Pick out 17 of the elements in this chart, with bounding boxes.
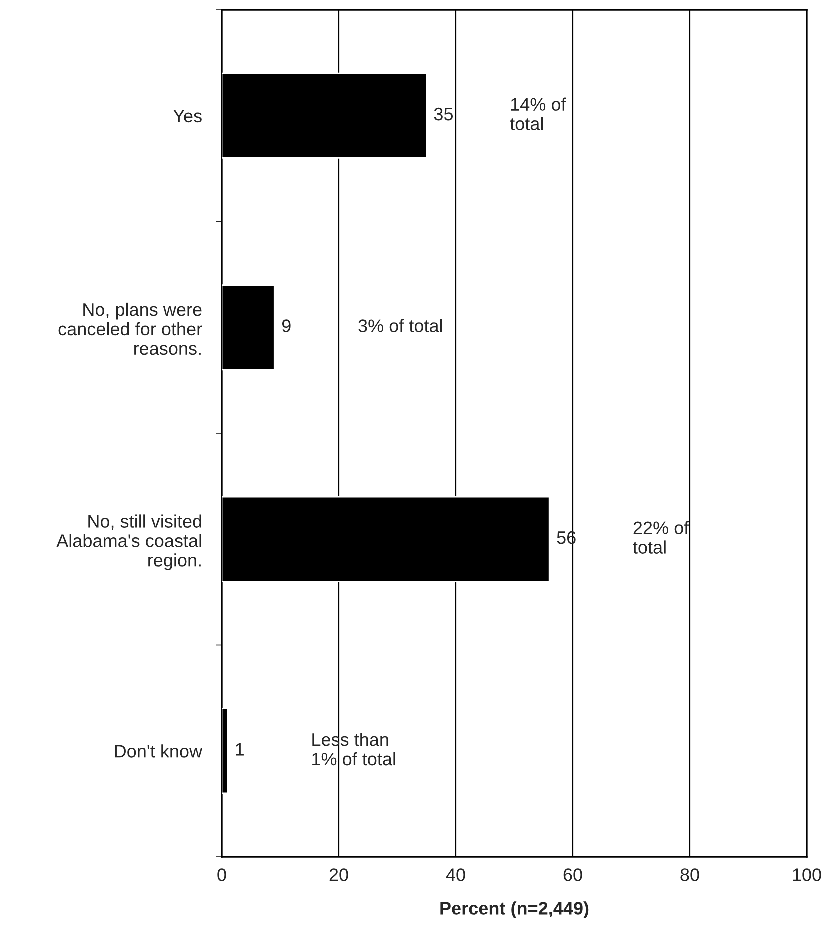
annotation: 3% of total: [358, 319, 442, 332]
data-label: 35: [434, 108, 454, 121]
y-tick-label: No, still visited Alabama's coastal region.: [56, 514, 202, 570]
y-tick-label: No, plans were canceled for other reasons.: [58, 302, 202, 356]
x-tick-label: 60: [564, 868, 582, 882]
y-tick-label: Don't know: [115, 744, 203, 758]
x-tick-label: 100: [793, 868, 822, 882]
x-tick-label: 40: [446, 868, 466, 882]
annotation: 22% of total: [633, 521, 690, 554]
x-tick-label: 20: [330, 868, 348, 882]
data-label: 9: [282, 320, 291, 332]
x-tick-label: 80: [680, 868, 700, 882]
x-tick-label: 0: [218, 868, 226, 882]
annotation: 14% of total: [510, 98, 566, 130]
data-label: 1: [236, 743, 244, 756]
x-axis-title: Percent (n=2,449): [440, 902, 589, 918]
y-tick-label: Yes: [173, 110, 202, 123]
